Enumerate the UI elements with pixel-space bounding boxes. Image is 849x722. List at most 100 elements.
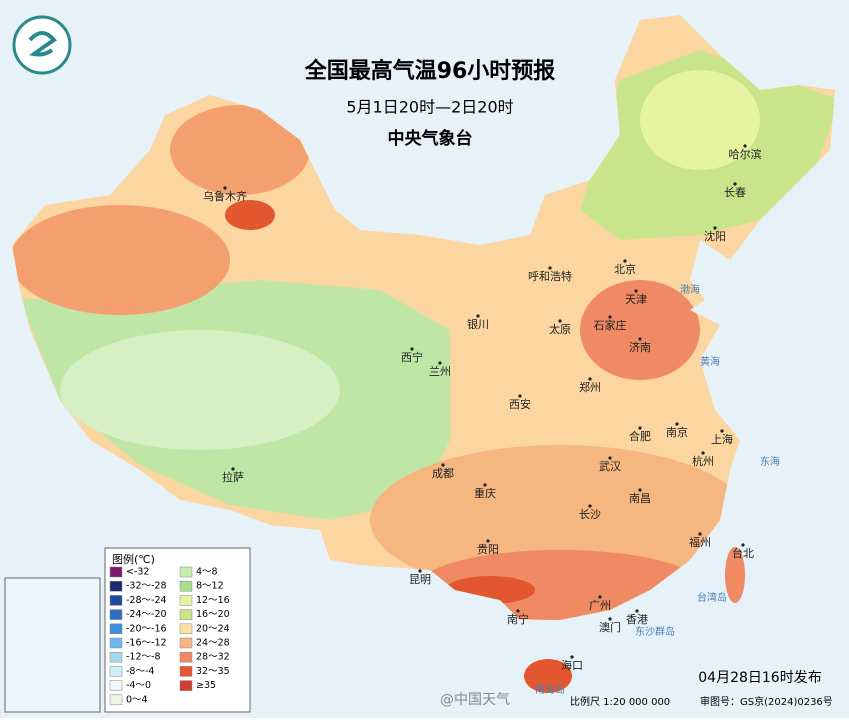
city-label: 郑州 — [579, 380, 601, 394]
city-label: 上海 — [711, 432, 733, 446]
city-dot — [698, 532, 702, 536]
sea-label: 黄海 — [700, 355, 720, 368]
city-dot — [675, 422, 679, 426]
legend-swatch — [179, 637, 193, 649]
city-label: 济南 — [629, 340, 651, 354]
legend-swatch — [109, 609, 123, 620]
city-dot — [548, 266, 552, 270]
city-label: 昆明 — [409, 573, 431, 586]
sea-label: 台湾岛 — [697, 591, 727, 604]
city-dot — [476, 314, 480, 318]
legend-swatch — [109, 694, 123, 706]
issuer: 中央气象台 — [388, 128, 473, 149]
legend-label: 4～8 — [196, 567, 218, 578]
city-dot — [701, 451, 705, 455]
city-label: 天津 — [625, 293, 647, 306]
city-dot — [483, 483, 487, 487]
city-dot — [634, 289, 638, 293]
legend-label: -12～-8 — [126, 652, 161, 663]
city-dot — [608, 456, 612, 460]
legend-label: 0～4 — [126, 694, 148, 705]
subtitle: 5月1日20时—2日20时 — [346, 98, 513, 117]
city-label: 台北 — [732, 546, 754, 560]
legend-swatch — [179, 580, 193, 592]
legend-swatch — [109, 580, 123, 592]
city-dot — [438, 361, 442, 365]
city-dot — [516, 609, 520, 613]
city-label: 拉萨 — [222, 470, 244, 484]
city-label: 长春 — [724, 186, 746, 199]
city-label: 重庆 — [474, 486, 496, 500]
sea-label: 东沙群岛 — [635, 625, 675, 638]
city-label: 贵阳 — [477, 543, 499, 556]
city-label: 澳门 — [599, 620, 621, 634]
city-label: 海口 — [561, 658, 583, 672]
city-dot — [486, 539, 490, 543]
sea-label: 东海 — [760, 455, 780, 468]
city-dot — [743, 144, 747, 148]
legend-label: 32～35 — [196, 666, 230, 677]
city-dot — [410, 347, 414, 351]
legend-label: -16～-12 — [126, 638, 167, 649]
city-label: 武汉 — [599, 460, 621, 473]
legend-swatch — [109, 651, 123, 663]
city-dot — [588, 504, 592, 508]
legend-swatch — [179, 666, 193, 677]
legend-swatch — [179, 680, 193, 691]
city-dot — [570, 655, 574, 659]
city-label: 西安 — [509, 397, 531, 411]
hainan — [524, 659, 572, 693]
legend-label: 28～32 — [196, 652, 230, 663]
city-label: 合肥 — [629, 429, 651, 443]
city-label: 石家庄 — [594, 318, 627, 332]
legend-swatch — [179, 595, 193, 606]
city-dot — [733, 182, 737, 186]
city-label: 南昌 — [629, 492, 651, 505]
legend-swatch — [179, 651, 193, 663]
legend-label: -4～0 — [126, 680, 151, 691]
logo-mark — [28, 31, 57, 57]
city-dot — [418, 569, 422, 573]
legend-label: -20～-16 — [126, 623, 167, 634]
legend-title: 图例(℃) — [112, 552, 155, 566]
city-label: 南宁 — [507, 612, 529, 626]
legend-label: -8～-4 — [126, 666, 154, 677]
city-dot — [638, 337, 642, 341]
city-dot — [558, 319, 562, 323]
city-dot — [713, 226, 717, 230]
legend-label: -24～-20 — [126, 609, 167, 620]
legend-label: 8～12 — [196, 581, 224, 592]
city-dot — [608, 617, 612, 621]
legend-swatch — [179, 609, 193, 620]
watermark: @中国天气 — [440, 692, 510, 708]
city-label: 香港 — [626, 613, 648, 626]
city-label: 太原 — [549, 323, 571, 336]
legend-label: ≥35 — [196, 680, 216, 691]
sea-label: 渤海 — [680, 283, 700, 296]
city-dot — [518, 394, 522, 398]
city-label: 长沙 — [579, 508, 601, 521]
scale: 比例尺 1:20 000 000 — [570, 695, 670, 708]
legend-label: 12～16 — [196, 595, 230, 606]
title: 全国最高气温96小时预报 — [304, 58, 556, 84]
legend-swatch — [109, 566, 123, 578]
legend-label: 16～20 — [196, 609, 230, 620]
sea-label: 南海岛 — [535, 683, 565, 696]
legend — [104, 547, 251, 713]
legend-swatch — [179, 566, 193, 578]
legend-swatch — [179, 623, 193, 635]
city-dot — [598, 595, 602, 599]
city-label: 兰州 — [429, 365, 451, 378]
legend-label: <-32 — [126, 567, 149, 578]
logo — [12, 15, 72, 75]
city-label: 福州 — [689, 535, 711, 549]
city-dot — [223, 186, 227, 190]
legend-label: 20～24 — [196, 623, 230, 634]
legend-swatch — [109, 623, 123, 635]
city-label: 哈尔滨 — [729, 147, 762, 161]
city-label: 西宁 — [401, 350, 423, 364]
city-dot — [720, 429, 724, 433]
legend-swatch — [109, 637, 123, 649]
city-dot — [635, 609, 639, 613]
